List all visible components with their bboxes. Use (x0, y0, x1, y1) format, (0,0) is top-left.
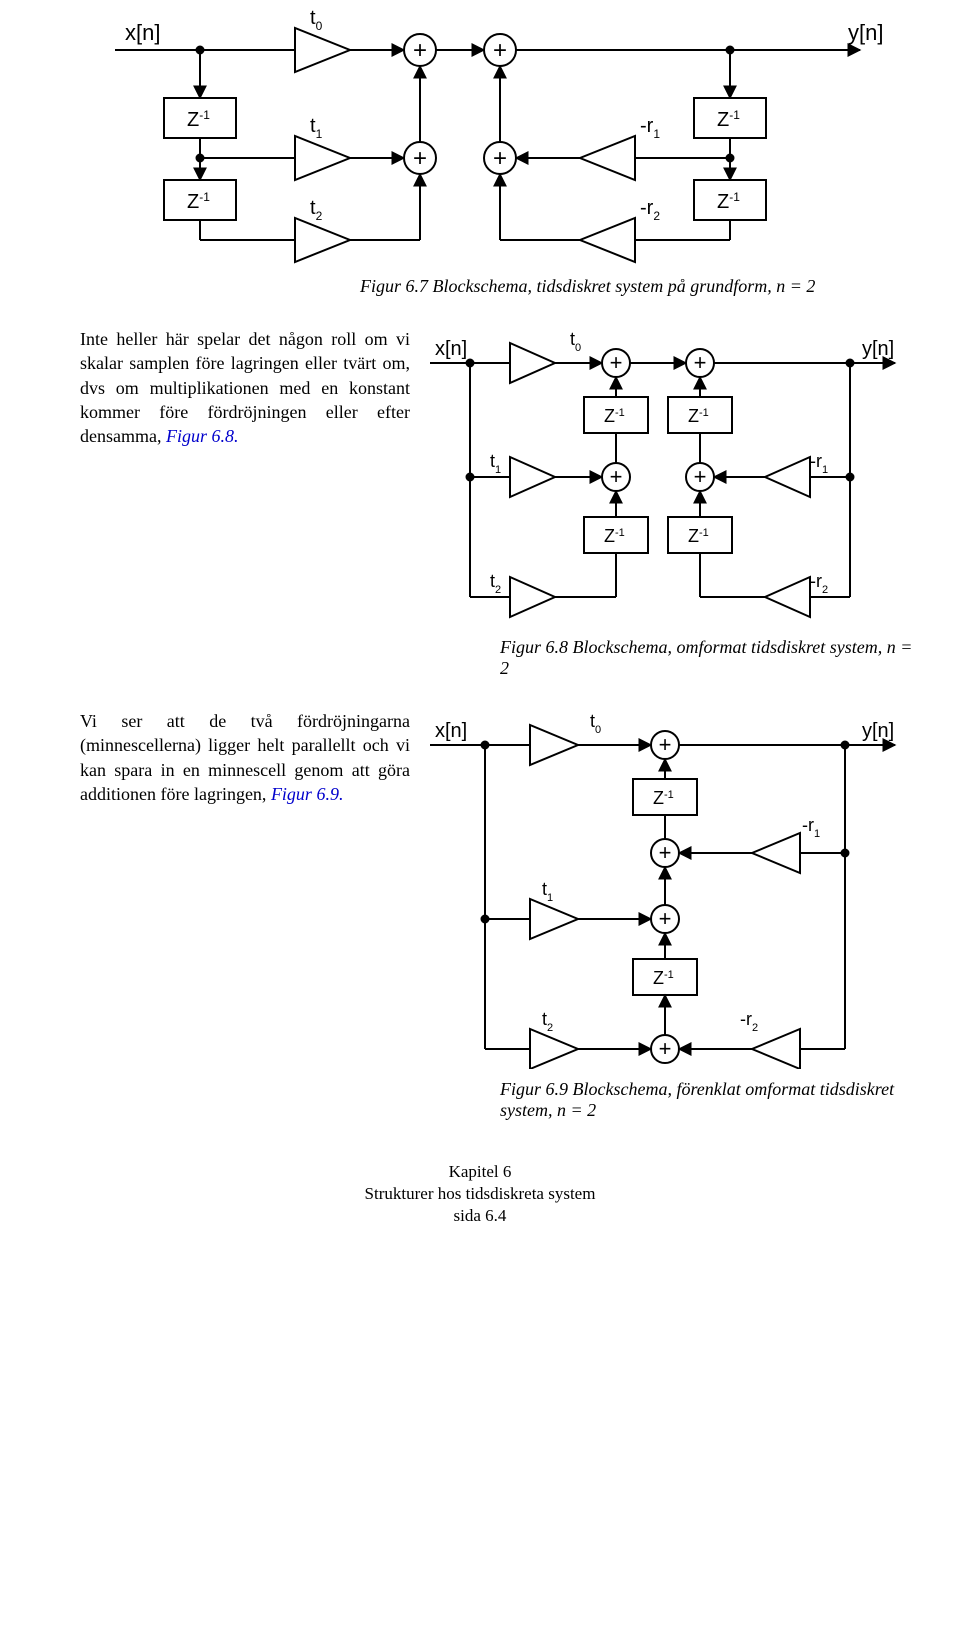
paragraph-1: Inte heller här spelar det någon roll om… (80, 327, 430, 448)
svg-text:x[n]: x[n] (125, 20, 160, 45)
svg-text:+: + (659, 906, 672, 931)
svg-text:t1: t1 (542, 879, 553, 904)
svg-text:y[n]: y[n] (862, 720, 894, 742)
figure-6-9: x[n] y[n] t0 + Z-1 (430, 709, 900, 1069)
fig68-caption: Figur 6.8 Blockschema, omformat tidsdisk… (500, 637, 920, 679)
svg-text:+: + (610, 350, 623, 375)
svg-text:x[n]: x[n] (435, 338, 467, 360)
svg-text:+: + (610, 464, 623, 489)
svg-text:x[n]: x[n] (435, 720, 467, 742)
svg-text:+: + (413, 145, 427, 172)
svg-text:-r1: -r1 (802, 815, 820, 840)
svg-text:+: + (659, 1036, 672, 1061)
svg-text:t0: t0 (590, 711, 601, 736)
svg-text:-r1: -r1 (810, 451, 828, 476)
svg-text:+: + (493, 37, 507, 64)
page-footer: Kapitel 6 Strukturer hos tidsdiskreta sy… (80, 1161, 880, 1227)
svg-text:t1: t1 (490, 451, 501, 476)
svg-text:+: + (659, 732, 672, 757)
figure-6-7: x[n] y[n] Z-1 Z-1 t0 (80, 10, 900, 270)
svg-text:-r2: -r2 (810, 571, 828, 596)
figure-6-8: x[n] y[n] t0 + + (430, 327, 900, 627)
svg-text:-r2: -r2 (740, 1009, 758, 1034)
svg-text:t2: t2 (490, 571, 501, 596)
fig69-caption: Figur 6.9 Blockschema, förenklat omforma… (500, 1079, 920, 1121)
fig67-caption: Figur 6.7 Blockschema, tidsdiskret syste… (360, 276, 860, 297)
svg-text:+: + (493, 145, 507, 172)
svg-text:+: + (659, 840, 672, 865)
svg-text:+: + (694, 350, 707, 375)
svg-text:+: + (694, 464, 707, 489)
svg-text:t0: t0 (570, 329, 581, 354)
svg-text:+: + (413, 37, 427, 64)
svg-text:y[n]: y[n] (862, 338, 894, 360)
svg-text:y[n]: y[n] (848, 20, 883, 45)
paragraph-2: Vi ser att de två fördröjningarna (minne… (80, 709, 430, 806)
svg-text:t2: t2 (542, 1009, 553, 1034)
